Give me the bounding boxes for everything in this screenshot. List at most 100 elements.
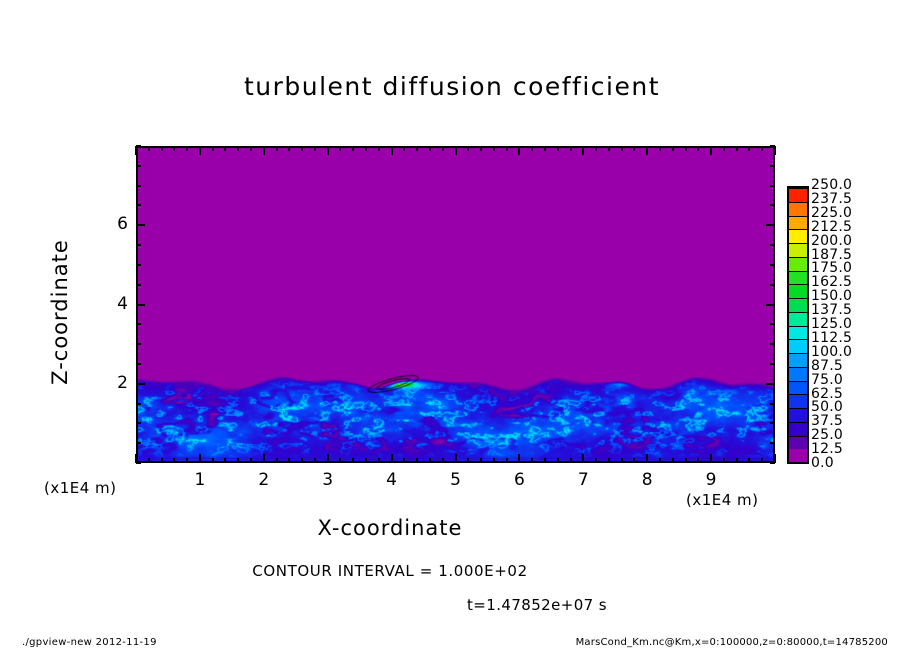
x-tick-minor bbox=[186, 146, 188, 151]
x-tick-minor bbox=[173, 146, 175, 151]
x-tick-minor bbox=[531, 458, 533, 463]
x-tick-minor bbox=[314, 458, 316, 463]
x-tick-minor bbox=[633, 458, 635, 463]
y-tick-label: 6 bbox=[117, 214, 128, 235]
x-tick-minor bbox=[416, 458, 418, 463]
colorbar-tick-label: 50.0 bbox=[811, 399, 843, 416]
x-tick-label: 8 bbox=[641, 470, 653, 490]
x-tick-major bbox=[391, 146, 393, 155]
x-tick-major bbox=[582, 146, 584, 155]
x-tick-label: 3 bbox=[322, 470, 334, 490]
colorbar-tick-label: 137.5 bbox=[811, 302, 853, 319]
x-tick-major bbox=[455, 146, 457, 155]
colorbar-band bbox=[789, 311, 807, 326]
y-tick-minor bbox=[770, 165, 775, 167]
y-tick-major bbox=[766, 304, 775, 306]
x-tick-minor bbox=[480, 458, 482, 463]
x-tick-minor bbox=[237, 458, 239, 463]
x-tick-major bbox=[646, 454, 648, 463]
x-tick-minor bbox=[493, 458, 495, 463]
x-tick-minor bbox=[761, 458, 763, 463]
x-tick-minor bbox=[442, 146, 444, 151]
y-tick-label: 2 bbox=[117, 372, 128, 393]
colorbar-band bbox=[789, 270, 807, 285]
y-tick-major bbox=[136, 224, 145, 226]
x-tick-major bbox=[327, 146, 329, 155]
y-tick-minor bbox=[136, 323, 141, 325]
colorbar-bands bbox=[787, 186, 809, 464]
x-tick-major bbox=[199, 454, 201, 463]
x-tick-minor bbox=[748, 458, 750, 463]
x-tick-minor bbox=[352, 146, 354, 151]
colorbar-tick-labels: 0.0 12.5 25.0 37.5 50.0 62.5 75.0 87.5 100.0 112.… bbox=[811, 177, 881, 471]
x-tick-minor bbox=[224, 458, 226, 463]
x-tick-minor bbox=[339, 458, 341, 463]
x-tick-minor bbox=[697, 458, 699, 463]
x-tick-minor bbox=[685, 458, 687, 463]
y-axis-title: Z-coordinate bbox=[48, 239, 72, 385]
x-tick-minor bbox=[301, 458, 303, 463]
colorbar-tick-label: 175.0 bbox=[811, 260, 853, 277]
colorbar-tick-label: 162.5 bbox=[811, 274, 853, 291]
colorbar-tick-label: 250.0 bbox=[811, 177, 853, 193]
y-tick-minor bbox=[770, 363, 775, 365]
x-tick-minor bbox=[506, 458, 508, 463]
colorbar-tick-label: 125.0 bbox=[811, 316, 853, 332]
x-tick-major bbox=[263, 146, 265, 155]
x-tick-minor bbox=[570, 458, 572, 463]
x-tick-minor bbox=[736, 458, 738, 463]
x-tick-minor bbox=[237, 146, 239, 151]
colorbar-band bbox=[789, 229, 807, 243]
colorbar-tick-label: 12.5 bbox=[811, 441, 843, 458]
x-tick-minor bbox=[467, 146, 469, 151]
colorbar-band bbox=[789, 256, 807, 271]
x-tick-minor bbox=[301, 146, 303, 151]
x-tick-label: 4 bbox=[386, 470, 397, 490]
y-tick-minor bbox=[136, 403, 141, 405]
colorbar-tick-label: 200.0 bbox=[811, 232, 853, 249]
y-tick-label: 4 bbox=[117, 293, 128, 314]
x-tick-minor bbox=[621, 146, 623, 151]
y-tick-minor bbox=[770, 343, 775, 345]
x-tick-major bbox=[391, 454, 393, 463]
x-tick-label: 1 bbox=[194, 470, 206, 490]
x-tick-minor bbox=[442, 458, 444, 463]
colorbar-tick-label: 225.0 bbox=[811, 204, 853, 221]
x-tick-major bbox=[518, 454, 520, 463]
x-tick-minor bbox=[493, 146, 495, 151]
colorbar-band bbox=[789, 394, 807, 408]
y-tick-major bbox=[136, 304, 145, 306]
x-tick-minor bbox=[531, 146, 533, 151]
y-tick-minor bbox=[136, 165, 141, 167]
y-tick-minor bbox=[770, 323, 775, 325]
y-tick-minor bbox=[770, 422, 775, 424]
x-tick-major bbox=[774, 146, 776, 155]
x-tick-minor bbox=[608, 458, 610, 463]
x-tick-major bbox=[455, 454, 457, 463]
colorbar-band bbox=[789, 353, 807, 367]
x-tick-minor bbox=[608, 146, 610, 151]
x-tick-minor bbox=[723, 146, 725, 151]
colorbar-band bbox=[789, 366, 807, 381]
x-axis-unit-label: (x1E4 m) bbox=[686, 491, 759, 509]
x-tick-minor bbox=[161, 146, 163, 151]
y-tick-major bbox=[766, 224, 775, 226]
x-tick-minor bbox=[506, 146, 508, 151]
y-tick-minor bbox=[770, 284, 775, 286]
x-tick-minor bbox=[403, 458, 405, 463]
x-tick-minor bbox=[736, 146, 738, 151]
x-tick-minor bbox=[403, 146, 405, 151]
x-tick-major bbox=[199, 146, 201, 155]
x-tick-label: 5 bbox=[450, 470, 461, 490]
x-tick-major bbox=[263, 454, 265, 463]
x-tick-minor bbox=[467, 458, 469, 463]
colorbar-band bbox=[789, 435, 807, 450]
x-tick-minor bbox=[148, 146, 150, 151]
time-stamp-label: t=1.47852e+07 s bbox=[467, 596, 607, 614]
x-tick-minor bbox=[378, 146, 380, 151]
y-tick-minor bbox=[136, 442, 141, 444]
x-tick-minor bbox=[288, 458, 290, 463]
x-tick-minor bbox=[416, 146, 418, 151]
x-tick-minor bbox=[672, 146, 674, 151]
x-tick-minor bbox=[186, 458, 188, 463]
